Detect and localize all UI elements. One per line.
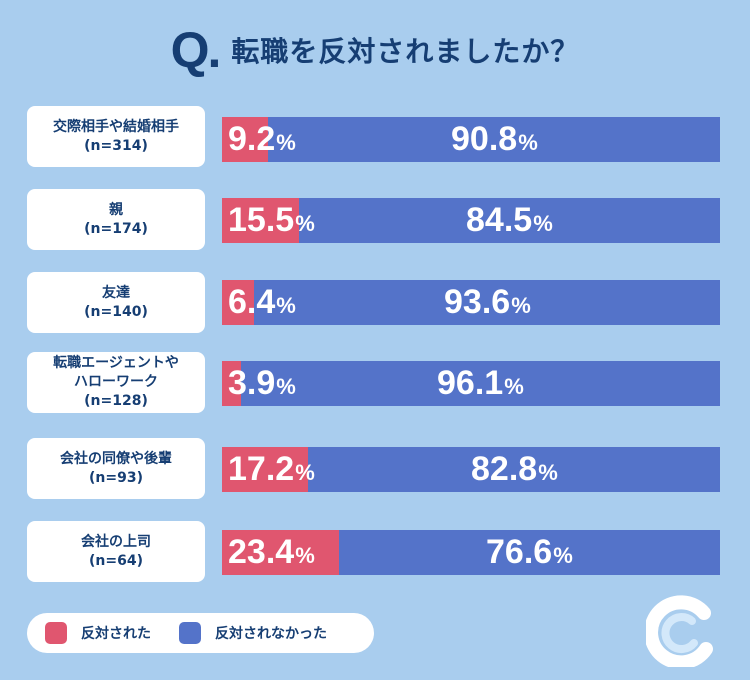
data-label-yes-value: 15.5 [228, 201, 295, 239]
category-label: 友達 (n=140) [27, 272, 205, 333]
data-label-no-unit: % [533, 211, 553, 236]
stacked-bar: 15.5% 84.5% [222, 198, 720, 243]
category-label-line: 転職エージェントや [53, 355, 179, 371]
q-mark: Q. [170, 22, 222, 78]
data-label-no: 93.6% [444, 280, 531, 325]
data-label-no-value: 84.5 [466, 201, 533, 239]
category-label-line: 会社の同僚や後輩 [60, 450, 172, 467]
data-label-no-value: 93.6 [444, 283, 511, 321]
data-label-no-unit: % [504, 374, 524, 399]
stacked-bar: 23.4% 76.6% [222, 530, 720, 575]
stacked-bar: 6.4% 93.6% [222, 280, 720, 325]
data-label-no-unit: % [511, 293, 531, 318]
category-label: 会社の同僚や後輩 (n=93) [27, 438, 205, 499]
category-label-line: (n=128) [84, 393, 148, 409]
chart-title: Q. 転職を反対されましたか？ [0, 20, 750, 80]
data-label-no-unit: % [518, 130, 538, 155]
bar-segment-no [339, 530, 720, 575]
bar-segment-yes [222, 280, 254, 325]
data-label-yes: 15.5% [228, 198, 315, 243]
data-label-yes-unit: % [276, 293, 296, 318]
category-label-line: 交際相手や結婚相手 [53, 118, 179, 135]
category-label-line: (n=140) [84, 303, 148, 320]
category-label-line: 友達 [102, 284, 130, 301]
category-label-line: (n=64) [89, 552, 143, 569]
category-label: 会社の上司 (n=64) [27, 521, 205, 582]
bar-segment-yes [222, 361, 241, 406]
category-label-line: (n=93) [89, 469, 143, 486]
legend-item-no: 反対されなかった [179, 622, 327, 644]
category-label: 交際相手や結婚相手 (n=314) [27, 106, 205, 167]
bar-segment-yes [222, 530, 339, 575]
data-label-yes-unit: % [295, 460, 315, 485]
legend-label-no: 反対されなかった [215, 626, 327, 642]
category-label-line: ハローワーク [74, 374, 158, 390]
legend-item-yes: 反対された [45, 622, 151, 644]
data-label-yes-unit: % [295, 543, 315, 568]
legend-label-yes: 反対された [81, 626, 151, 642]
data-label-yes-unit: % [295, 211, 315, 236]
title-text: 転職を反対されましたか？ [231, 35, 580, 68]
brand-logo-icon [646, 595, 713, 667]
data-label-no-value: 90.8 [451, 120, 518, 158]
data-label-no: 76.6% [486, 530, 573, 575]
data-label-no-unit: % [553, 543, 573, 568]
data-label-yes-value: 23.4 [228, 533, 295, 571]
bar-segment-yes [222, 198, 299, 243]
bar-segment-no [241, 361, 720, 406]
category-label: 親 (n=174) [27, 189, 205, 250]
data-label-yes: 9.2% [228, 117, 296, 162]
data-label-yes: 23.4% [228, 530, 315, 575]
data-label-no: 82.8% [471, 447, 558, 492]
data-label-yes-unit: % [276, 374, 296, 399]
category-label: 転職エージェントや ハローワーク (n=128) [27, 352, 205, 413]
legend-swatch-yes [45, 622, 67, 644]
bar-segment-no [254, 280, 720, 325]
stacked-bar: 9.2% 90.8% [222, 117, 720, 162]
data-label-yes-value: 6.4 [228, 283, 276, 321]
bar-segment-no [308, 447, 720, 492]
bar-segment-yes [222, 447, 308, 492]
data-label-no: 96.1% [437, 361, 524, 406]
data-label-yes: 17.2% [228, 447, 315, 492]
data-label-no-value: 76.6 [486, 533, 553, 571]
bar-segment-no [299, 198, 720, 243]
data-label-yes-value: 17.2 [228, 450, 295, 488]
legend-swatch-no [179, 622, 201, 644]
category-label-line: (n=314) [84, 137, 148, 154]
data-label-yes: 3.9% [228, 361, 296, 406]
bar-segment-no [268, 117, 720, 162]
bar-segment-yes [222, 117, 268, 162]
stacked-bar: 3.9% 96.1% [222, 361, 720, 406]
data-label-yes: 6.4% [228, 280, 296, 325]
data-label-yes-value: 3.9 [228, 364, 276, 402]
data-label-no: 84.5% [466, 198, 553, 243]
stacked-bar: 17.2% 82.8% [222, 447, 720, 492]
data-label-no-unit: % [538, 460, 558, 485]
data-label-no: 90.8% [451, 117, 538, 162]
data-label-yes-value: 9.2 [228, 120, 276, 158]
category-label-line: 会社の上司 [81, 533, 151, 550]
data-label-yes-unit: % [276, 130, 296, 155]
category-label-line: (n=174) [84, 220, 148, 237]
category-label-line: 親 [109, 201, 123, 218]
data-label-no-value: 96.1 [437, 364, 504, 402]
data-label-no-value: 82.8 [471, 450, 538, 488]
legend: 反対された 反対されなかった [27, 613, 374, 653]
